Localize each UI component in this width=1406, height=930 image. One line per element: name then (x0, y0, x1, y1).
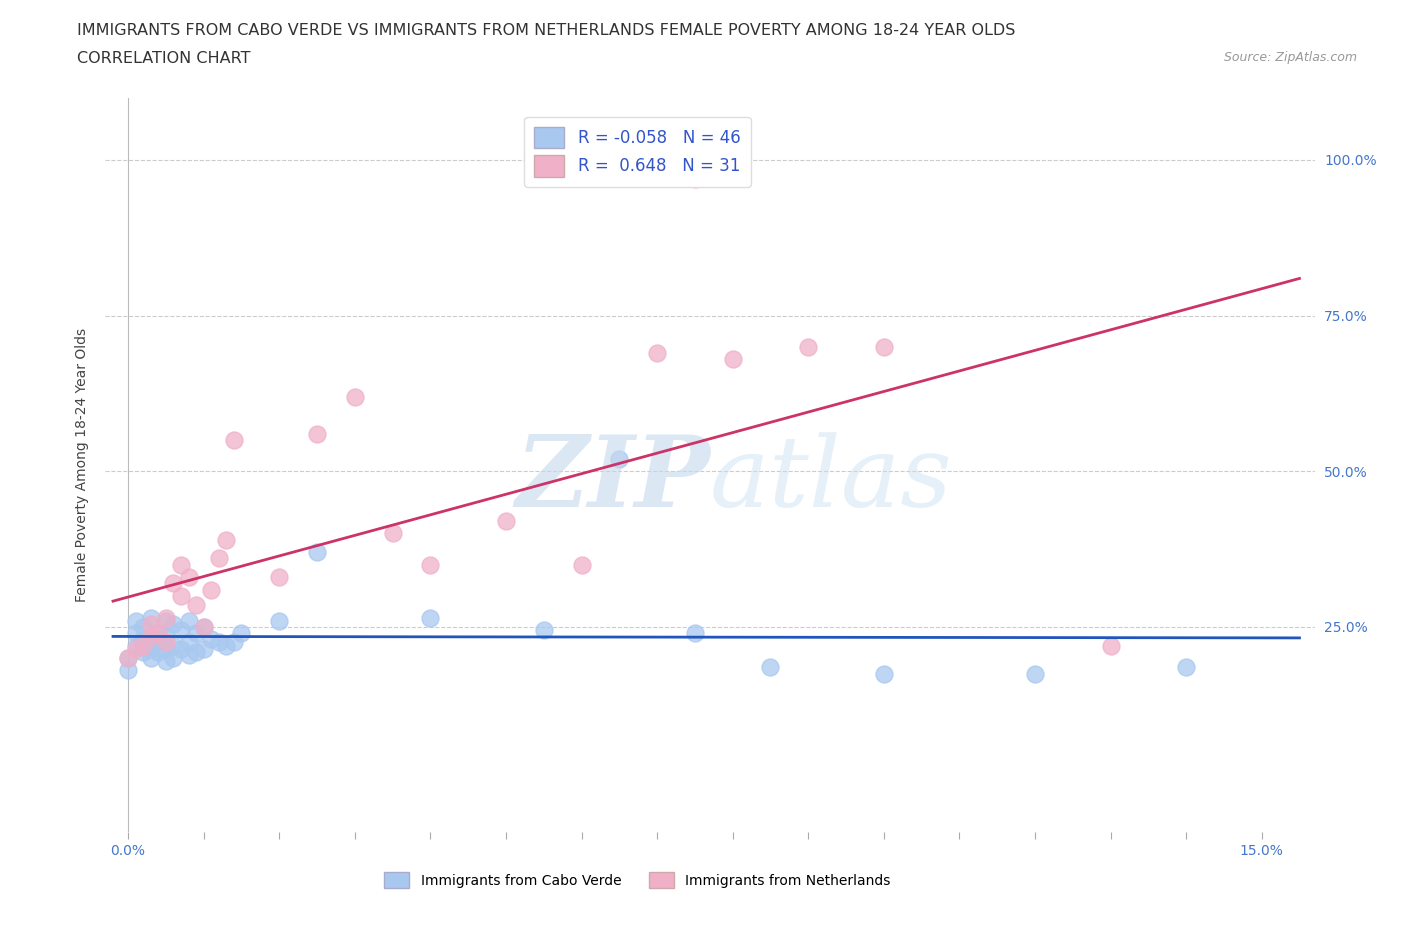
Point (139, 617, 162, 631)
Point (215, 532, 238, 547)
Text: ZIP: ZIP (515, 432, 710, 528)
Point (139, 642, 162, 657)
Point (419, 557, 441, 572)
Point (155, 635, 177, 650)
Point (162, 651, 184, 666)
Point (124, 642, 148, 657)
Point (124, 613, 148, 628)
Text: IMMIGRANTS FROM CABO VERDE VS IMMIGRANTS FROM NETHERLANDS FEMALE POVERTY AMONG 1: IMMIGRANTS FROM CABO VERDE VS IMMIGRANTS… (77, 23, 1015, 38)
Point (683, 626, 706, 641)
Point (495, 513, 517, 528)
Point (162, 617, 184, 631)
Point (155, 613, 177, 628)
Point (132, 631, 155, 646)
Point (721, 352, 744, 366)
Point (269, 570, 291, 585)
Text: Source: ZipAtlas.com: Source: ZipAtlas.com (1223, 51, 1357, 64)
Point (797, 339, 820, 354)
Point (1099, 638, 1122, 653)
Point (139, 631, 162, 646)
Point (148, 635, 170, 650)
Point (208, 635, 231, 650)
Point (419, 610, 441, 625)
Point (177, 647, 200, 662)
Point (177, 635, 200, 650)
Point (186, 626, 208, 641)
Point (215, 638, 238, 653)
Point (155, 610, 177, 625)
Point (148, 644, 170, 659)
Point (177, 613, 200, 628)
Point (222, 635, 245, 650)
Point (193, 619, 215, 634)
Point (759, 660, 782, 675)
Text: CORRELATION CHART: CORRELATION CHART (77, 51, 250, 66)
Point (208, 551, 231, 565)
Point (571, 557, 593, 572)
Point (139, 629, 162, 644)
Point (1024, 666, 1046, 681)
Point (200, 582, 222, 597)
Point (200, 631, 222, 646)
Point (139, 651, 162, 666)
Point (873, 339, 896, 354)
Point (117, 651, 139, 666)
Point (609, 451, 631, 466)
Point (155, 629, 177, 644)
Point (170, 642, 193, 657)
Point (381, 526, 404, 541)
Point (269, 613, 291, 628)
Point (186, 644, 208, 659)
Point (124, 626, 148, 641)
Point (177, 570, 200, 585)
Point (307, 427, 329, 442)
Legend: Immigrants from Cabo Verde, Immigrants from Netherlands: Immigrants from Cabo Verde, Immigrants f… (378, 865, 897, 896)
Point (148, 626, 170, 641)
Point (873, 666, 896, 681)
Point (193, 619, 215, 634)
Text: atlas: atlas (710, 432, 953, 527)
Point (132, 638, 155, 653)
Point (645, 345, 668, 360)
Point (162, 576, 184, 591)
Point (1175, 660, 1198, 675)
Point (307, 545, 329, 560)
Point (132, 644, 155, 659)
Point (170, 622, 193, 637)
Point (148, 626, 170, 641)
Point (155, 642, 177, 657)
Point (170, 557, 193, 572)
Point (132, 619, 155, 634)
Point (222, 432, 245, 447)
Point (124, 638, 148, 653)
Point (193, 642, 215, 657)
Point (155, 654, 177, 669)
Point (117, 651, 139, 666)
Point (683, 171, 706, 186)
Point (533, 622, 555, 637)
Point (139, 610, 162, 625)
Point (231, 626, 253, 641)
Point (162, 638, 184, 653)
Point (343, 389, 366, 404)
Point (170, 589, 193, 604)
Point (117, 663, 139, 678)
Y-axis label: Female Poverty Among 18-24 Year Olds: Female Poverty Among 18-24 Year Olds (75, 328, 89, 602)
Point (186, 598, 208, 613)
